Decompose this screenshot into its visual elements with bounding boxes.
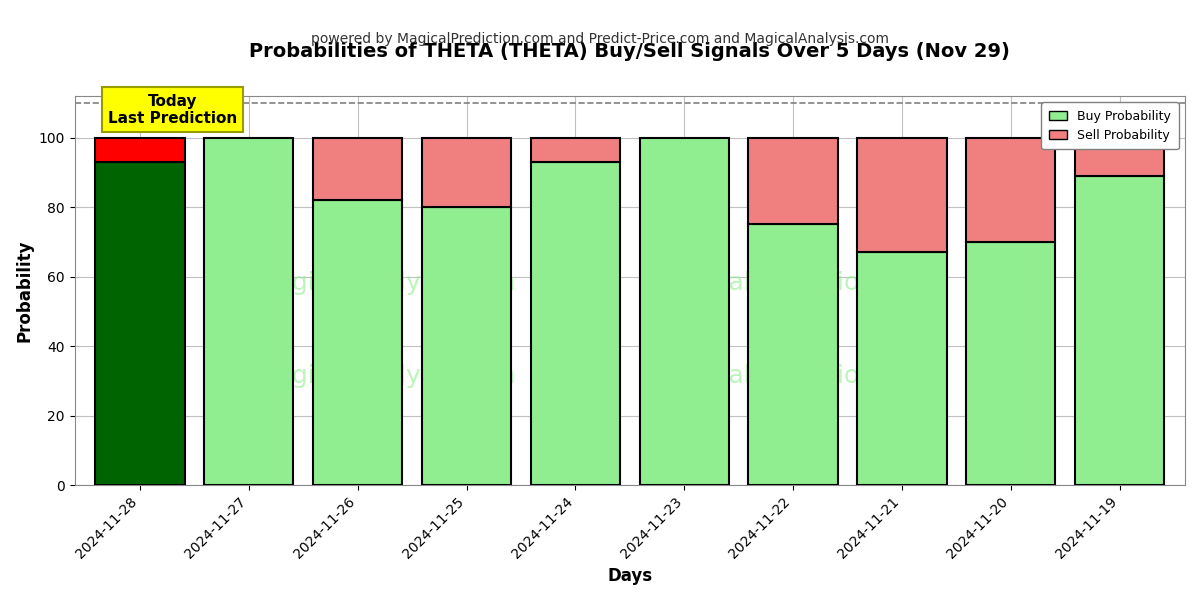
Bar xyxy=(313,137,402,200)
Bar xyxy=(857,137,947,252)
Text: MagicalPrediction.com: MagicalPrediction.com xyxy=(655,364,937,388)
X-axis label: Days: Days xyxy=(607,567,653,585)
Text: MagicalAnalysis.com: MagicalAnalysis.com xyxy=(256,271,516,295)
Bar xyxy=(204,137,294,485)
Text: MagicalAnalysis.com: MagicalAnalysis.com xyxy=(256,364,516,388)
Bar xyxy=(857,252,947,485)
Bar xyxy=(966,242,1056,485)
Bar xyxy=(530,162,620,485)
Title: Probabilities of THETA (THETA) Buy/Sell Signals Over 5 Days (Nov 29): Probabilities of THETA (THETA) Buy/Sell … xyxy=(250,42,1010,61)
Bar xyxy=(1075,176,1164,485)
Bar xyxy=(530,137,620,162)
Text: powered by MagicalPrediction.com and Predict-Price.com and MagicalAnalysis.com: powered by MagicalPrediction.com and Pre… xyxy=(311,32,889,46)
Bar xyxy=(95,137,185,162)
Bar xyxy=(422,207,511,485)
Text: MagicalPrediction.com: MagicalPrediction.com xyxy=(655,271,937,295)
Bar xyxy=(1075,137,1164,176)
Y-axis label: Probability: Probability xyxy=(16,239,34,342)
Bar xyxy=(966,137,1056,242)
Legend: Buy Probability, Sell Probability: Buy Probability, Sell Probability xyxy=(1042,102,1178,149)
Bar xyxy=(422,137,511,207)
Bar xyxy=(749,224,838,485)
Bar xyxy=(749,137,838,224)
Bar xyxy=(640,137,728,485)
Bar xyxy=(95,162,185,485)
Text: Today
Last Prediction: Today Last Prediction xyxy=(108,94,238,126)
Bar xyxy=(313,200,402,485)
